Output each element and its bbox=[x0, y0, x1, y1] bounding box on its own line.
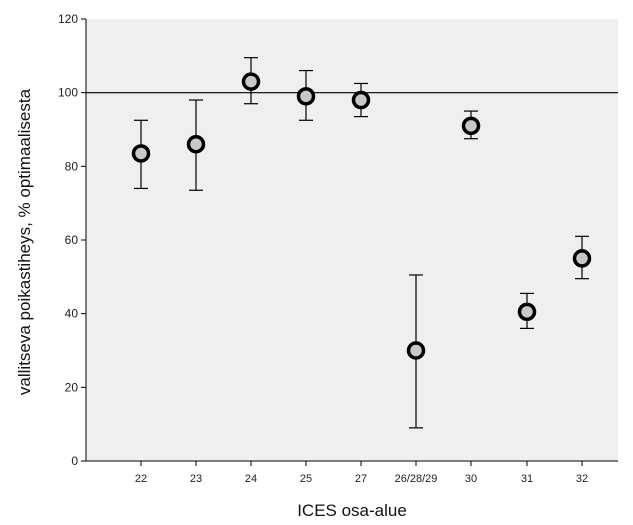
x-tick-label: 25 bbox=[300, 473, 312, 485]
x-axis-title: ICES osa-alue bbox=[297, 501, 407, 520]
x-tick-label: 24 bbox=[245, 473, 257, 485]
x-tick-label: 30 bbox=[465, 473, 477, 485]
data-point bbox=[131, 144, 151, 163]
y-axis-title: vallitseva poikastiheys, % optimaalisest… bbox=[15, 88, 34, 395]
y-tick-label: 20 bbox=[65, 380, 79, 394]
y-tick-label: 80 bbox=[65, 159, 79, 173]
y-tick-label: 100 bbox=[58, 86, 78, 100]
data-point bbox=[296, 87, 316, 106]
y-ticks: 0 20 40 60 80 100 120 bbox=[58, 12, 86, 468]
markers bbox=[131, 72, 592, 360]
x-tick-label: 23 bbox=[190, 473, 202, 485]
data-point bbox=[461, 116, 481, 136]
data-point bbox=[572, 249, 592, 268]
plot-area bbox=[86, 19, 618, 461]
x-tick-label: 32 bbox=[576, 473, 588, 485]
y-tick-label: 60 bbox=[65, 233, 79, 247]
y-tick-label: 0 bbox=[71, 454, 78, 468]
data-point bbox=[406, 341, 426, 360]
data-point bbox=[186, 134, 206, 154]
x-tick-label: 22 bbox=[135, 473, 147, 485]
data-point bbox=[517, 302, 537, 322]
x-ticks: 22 23 24 25 27 26/28/29 30 31 32 bbox=[135, 461, 588, 485]
x-tick-label: 26/28/29 bbox=[395, 473, 438, 485]
data-point bbox=[351, 90, 371, 110]
x-tick-label: 31 bbox=[521, 473, 533, 485]
y-tick-label: 120 bbox=[58, 12, 78, 26]
x-tick-label: 27 bbox=[355, 473, 367, 485]
y-tick-label: 40 bbox=[65, 307, 79, 321]
data-point bbox=[241, 72, 261, 91]
